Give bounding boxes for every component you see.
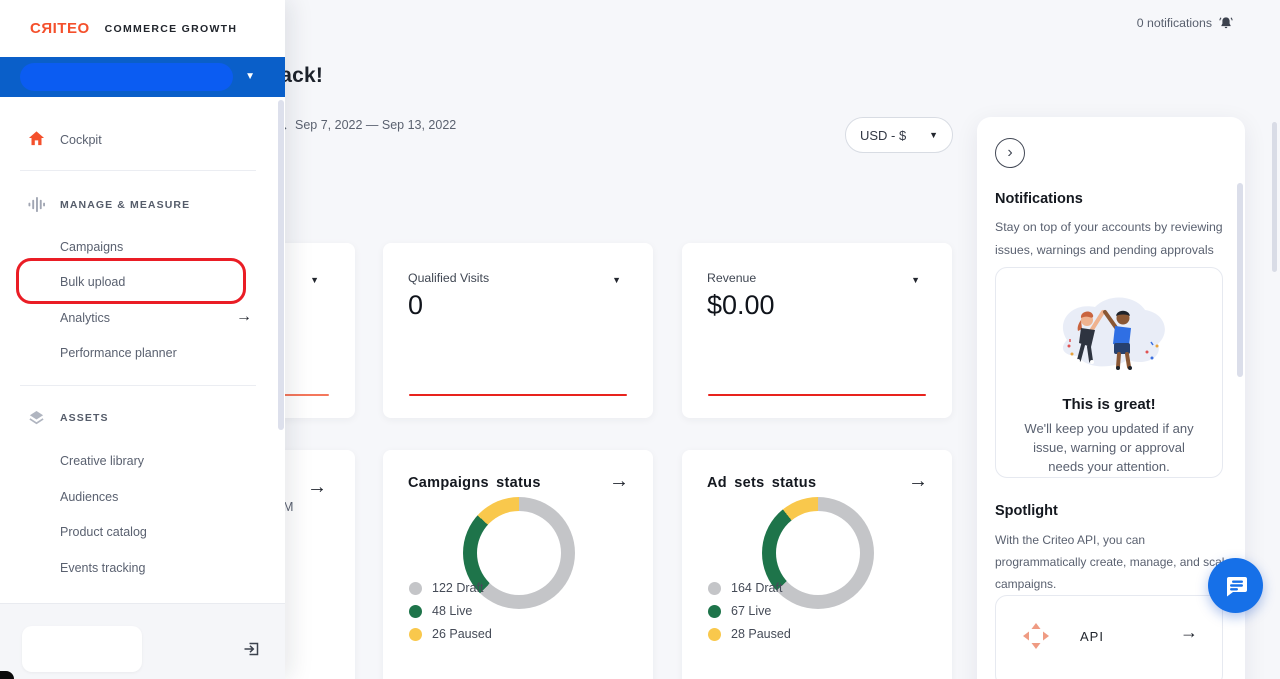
chart-card-ad-sets-status: Ad sets status → 164 Draft 67 Live 28 Paus… — [682, 450, 952, 679]
legend-dot-icon — [708, 581, 721, 595]
kpi-value: $0.00 — [707, 290, 775, 320]
assets-icon — [28, 410, 45, 432]
chat-button[interactable] — [1208, 558, 1263, 613]
legend-label: 28 Paused — [731, 627, 791, 641]
api-icon — [1022, 622, 1050, 655]
app-header: CЯITEO COMMERCE GROWTH — [0, 0, 285, 57]
kpi-card-revenue: Revenue ▼ $0.00 — [682, 243, 952, 418]
chevron-down-icon[interactable]: ▼ — [612, 275, 621, 285]
chart-title: Campaigns status — [408, 475, 541, 491]
api-label: API — [1080, 629, 1104, 644]
arrow-right-icon[interactable]: → — [609, 470, 629, 492]
legend-dot-icon — [708, 627, 721, 641]
sidebar-item-campaigns[interactable]: Campaigns — [60, 240, 124, 254]
chevron-down-icon[interactable]: ▼ — [310, 275, 319, 285]
currency-select[interactable]: USD - $ ▼ — [845, 117, 953, 153]
api-card[interactable]: API → — [995, 595, 1223, 679]
legend-dot-icon — [708, 604, 721, 618]
legend-item-paused: 28 Paused — [708, 627, 791, 641]
legend-item-live: 48 Live — [409, 604, 492, 618]
chart-title: Ad sets status — [707, 475, 817, 491]
page-scrollbar[interactable] — [1272, 122, 1277, 272]
legend-item-paused: 26 Paused — [409, 627, 492, 641]
chart-card-campaigns-status: Campaigns status → 122 Draft 48 Live 26 Pa… — [383, 450, 653, 679]
arrow-right-icon: → — [1180, 622, 1198, 642]
sidebar-item-bulk-upload[interactable]: Bulk upload — [60, 275, 126, 289]
user-name-redacted — [22, 626, 142, 672]
legend-item-live: 67 Live — [708, 604, 791, 618]
legend-label: 67 Live — [731, 604, 772, 618]
chevron-down-icon[interactable]: ▼ — [911, 275, 920, 285]
legend-label: 48 Live — [432, 604, 473, 618]
product-name: COMMERCE GROWTH — [104, 22, 238, 35]
account-selector[interactable]: ▼ — [0, 57, 285, 97]
currency-value: USD - $ — [860, 127, 907, 143]
sidebar-section-assets: ASSETS — [60, 412, 109, 424]
annotation-highlight-bulk-upload — [16, 258, 246, 304]
date-range[interactable]: Sep 7, 2022 — Sep 13, 2022 — [274, 117, 456, 132]
high-five-illustration — [1039, 284, 1179, 379]
sidebar-item-creative-library[interactable]: Creative library — [60, 454, 145, 468]
sidebar-footer — [0, 603, 285, 679]
legend-dot-icon — [409, 581, 422, 595]
sidebar-item-product-catalog[interactable]: Product catalog — [60, 525, 147, 539]
account-name-redacted — [20, 63, 233, 91]
bell-icon — [1218, 15, 1234, 31]
sidebar-item-analytics[interactable]: Analytics — [60, 311, 111, 325]
home-icon — [28, 130, 45, 152]
kpi-card-qualified-visits: Qualified Visits ▼ 0 — [383, 243, 653, 418]
panel-section-title: Notifications — [995, 191, 1083, 207]
arrow-right-icon[interactable]: → — [908, 470, 928, 492]
date-range-label: Sep 7, 2022 — Sep 13, 2022 — [295, 117, 457, 132]
chart-legend: 122 Draft 48 Live 26 Paused — [409, 581, 492, 641]
kpi-label: Qualified Visits — [408, 271, 490, 285]
panel-scrollbar[interactable] — [1237, 183, 1243, 377]
legend-item-draft: 122 Draft — [409, 581, 492, 595]
sidebar-item-performance-planner[interactable]: Performance planner — [60, 346, 177, 360]
sidebar-scrollbar[interactable] — [278, 100, 284, 430]
legend-label: 164 Draft — [731, 581, 783, 595]
divider — [20, 170, 256, 171]
campaigns-status-donut — [463, 497, 575, 609]
chart-legend: 164 Draft 67 Live 28 Paused — [708, 581, 791, 641]
window-corner — [0, 671, 14, 679]
arrow-right-icon[interactable]: → — [236, 308, 252, 325]
empty-state-card: This is great! We'll keep you updated if… — [995, 267, 1223, 478]
sidebar-overlay: CЯITEO COMMERCE GROWTH ▼ Cockpit MANAGE … — [0, 0, 285, 679]
legend-item-draft: 164 Draft — [708, 581, 791, 595]
notifications-indicator[interactable]: 0 notifications — [1137, 15, 1234, 31]
criteo-logo: CЯITEO — [30, 20, 90, 37]
legend-dot-icon — [409, 627, 422, 641]
sidebar-section-manage-measure: MANAGE & MEASURE — [60, 199, 191, 211]
empty-state-title: This is great! — [1062, 396, 1156, 413]
arrow-right-icon[interactable]: → — [307, 476, 327, 498]
sidebar-item-cockpit[interactable]: Cockpit — [60, 133, 102, 147]
metric-value-suffix: M — [283, 500, 294, 514]
sparkline — [409, 394, 627, 396]
notifications-count: 0 notifications — [1136, 16, 1212, 30]
panel-section-desc: Stay on top of your accounts by reviewin… — [995, 220, 1223, 257]
chevron-down-icon: ▼ — [245, 71, 255, 82]
sidebar-item-events-tracking[interactable]: Events tracking — [60, 561, 146, 575]
panel-section-title: Spotlight — [995, 503, 1058, 519]
collapse-panel-button[interactable]: › — [995, 138, 1025, 168]
legend-label: 122 Draft — [432, 581, 484, 595]
divider — [20, 385, 256, 386]
legend-label: 26 Paused — [432, 627, 492, 641]
legend-dot-icon — [409, 604, 422, 618]
sparkline — [708, 394, 926, 396]
donut-hole — [776, 511, 860, 595]
donut-hole — [477, 511, 561, 595]
panel-section-desc: With the Criteo API, you can programmati… — [995, 533, 1232, 592]
notifications-panel: › Notifications Stay on top of your acco… — [977, 117, 1245, 679]
manage-measure-icon — [28, 196, 45, 218]
logout-icon[interactable] — [243, 640, 261, 663]
kpi-label: Revenue — [707, 271, 757, 285]
kpi-value: 0 — [408, 290, 424, 320]
chevron-down-icon: ▼ — [929, 130, 938, 140]
ad-sets-status-donut — [762, 497, 874, 609]
chat-icon — [1222, 572, 1250, 600]
sidebar-item-audiences[interactable]: Audiences — [60, 490, 119, 504]
empty-state-desc: We'll keep you updated if any issue, war… — [1024, 421, 1194, 474]
